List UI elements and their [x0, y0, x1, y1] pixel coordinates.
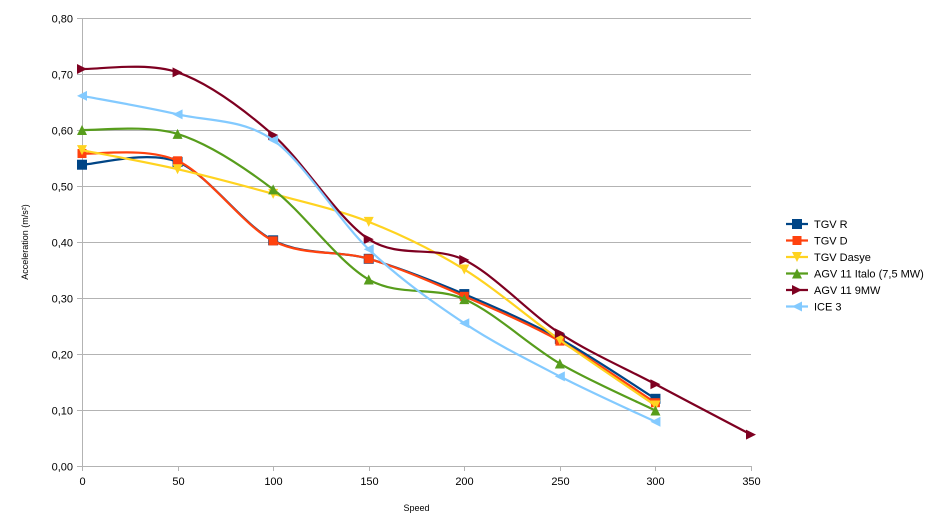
y-tick-label: 0,40: [52, 238, 73, 250]
data-point: [459, 318, 470, 329]
data-point: [746, 429, 756, 440]
data-point: [650, 416, 661, 427]
legend-marker: [792, 236, 802, 245]
legend-marker: [792, 301, 802, 312]
series-group: [77, 145, 661, 411]
data-point: [77, 63, 87, 74]
y-tick-label: 0,50: [52, 182, 73, 194]
legend-marker: [792, 268, 802, 279]
data-point: [268, 184, 279, 195]
data-point: [554, 328, 565, 339]
data-point: [77, 145, 87, 156]
data-point: [459, 254, 470, 265]
series-line: [81, 65, 752, 436]
x-tick-label: 150: [360, 476, 378, 488]
legend-label: AGV 11 9MW: [814, 285, 881, 297]
legend: TGV R TGV D TGV Dasye AGV 11 Italo (7,5 MW)…: [786, 219, 924, 314]
data-point: [650, 379, 661, 390]
x-tick-label: 300: [646, 476, 664, 488]
data-point: [363, 234, 374, 245]
y-tick-label: 0,80: [52, 14, 73, 26]
legend-label: TGV R: [814, 219, 848, 231]
data-point: [363, 216, 374, 227]
legend-marker: [792, 252, 802, 262]
y-tick-label: 0,00: [52, 462, 73, 474]
legend-label: TGV Dasye: [814, 252, 871, 264]
data-point: [554, 371, 565, 382]
y-tick-label: 0,10: [52, 406, 73, 418]
legend-item: TGV Dasye: [786, 252, 871, 264]
y-axis-title: Acceleration (m/s²): [20, 204, 30, 280]
data-point: [172, 67, 183, 78]
x-tick-label: 250: [551, 476, 569, 488]
data-point: [364, 254, 374, 264]
x-tick-label: 200: [455, 476, 473, 488]
legend-label: ICE 3: [814, 302, 842, 314]
legend-marker: [792, 285, 802, 295]
data-point: [172, 164, 183, 175]
x-axis-title: Speed: [403, 503, 429, 513]
legend-item: TGV R: [786, 219, 848, 231]
data-point: [459, 294, 470, 305]
y-tick-label: 0,20: [52, 350, 73, 362]
data-point: [77, 159, 87, 170]
data-point: [172, 109, 183, 120]
x-tick-label: 0: [79, 476, 85, 488]
x-tick-label: 50: [172, 476, 184, 488]
data-point: [554, 335, 565, 345]
legend-item: TGV D: [786, 236, 848, 248]
legend-label: TGV D: [814, 236, 848, 248]
tick-labels: 0,00 0,10 0,20 0,30 0,40 0,50 0,60 0,70 0,80 0 50 1…: [52, 14, 761, 489]
data-point: [268, 236, 278, 246]
series-group: [77, 125, 661, 416]
data-point: [173, 156, 183, 166]
series-group: [77, 63, 756, 440]
legend-item: ICE 3: [786, 301, 842, 314]
data-point: [77, 125, 87, 135]
data-series: [77, 63, 756, 440]
y-tick-label: 0,60: [52, 126, 73, 138]
legend-marker: [792, 219, 802, 229]
data-point: [650, 400, 661, 411]
data-point: [172, 128, 183, 139]
data-point: [459, 264, 470, 275]
y-tick-label: 0,70: [52, 70, 73, 82]
series-line: [81, 127, 656, 412]
x-tick-label: 100: [264, 476, 282, 488]
data-point: [77, 90, 87, 101]
data-point: [268, 135, 279, 146]
y-tick-label: 0,30: [52, 294, 73, 306]
x-tick-label: 350: [742, 476, 760, 488]
data-point: [363, 274, 374, 285]
data-point: [554, 358, 565, 369]
legend-item: AGV 11 9MW: [786, 285, 881, 297]
data-point: [363, 244, 374, 255]
legend-item: AGV 11 Italo (7,5 MW): [786, 268, 924, 281]
data-point: [650, 405, 661, 416]
legend-label: AGV 11 Italo (7,5 MW): [814, 269, 924, 281]
series-group: [77, 90, 661, 427]
